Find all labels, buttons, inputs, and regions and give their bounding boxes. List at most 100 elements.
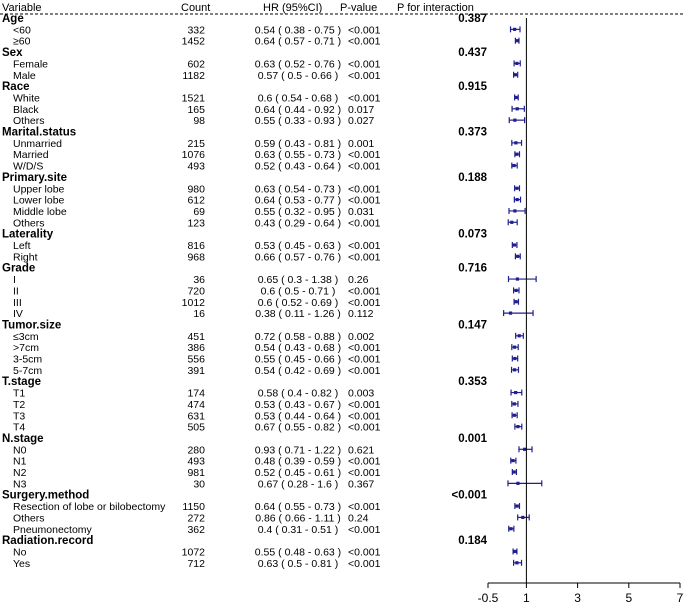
p-interaction-value: 0.915 bbox=[458, 81, 487, 93]
hr-point bbox=[512, 163, 516, 168]
row-p-value: <0.001 bbox=[348, 161, 381, 173]
ci-mark bbox=[514, 151, 521, 158]
row-hr-ci: 0.55 ( 0.45 - 0.66 ) bbox=[255, 354, 341, 366]
row-hr-ci: 0.65 ( 0.3 - 1.38 ) bbox=[258, 274, 339, 286]
ci-mark bbox=[507, 276, 537, 283]
ci-mark bbox=[510, 366, 520, 373]
table-row: N0 280 0.93 ( 0.71 - 1.22 ) 0.621 bbox=[13, 444, 374, 456]
ci-mark bbox=[517, 514, 530, 521]
row-label: II bbox=[13, 285, 19, 297]
table-row: 3-5cm 556 0.55 ( 0.45 - 0.66 ) <0.001 bbox=[13, 354, 381, 366]
row-hr-ci: 0.55 ( 0.48 - 0.63 ) bbox=[255, 546, 341, 558]
hr-point bbox=[515, 504, 519, 508]
ci-mark bbox=[511, 400, 519, 407]
row-label: I bbox=[13, 274, 16, 286]
group-1: Sex 0.437 Female 602 0.63 ( 0.52 - 0.76 ) <0.… bbox=[2, 47, 487, 82]
ci-mark bbox=[518, 446, 533, 453]
hr-point bbox=[523, 447, 527, 451]
row-count: 816 bbox=[187, 240, 205, 252]
ci-mark bbox=[512, 287, 520, 294]
table-row: Male 1182 0.57 ( 0.5 - 0.66 ) <0.001 bbox=[13, 70, 381, 82]
row-count: 493 bbox=[187, 456, 205, 468]
hr-point bbox=[511, 459, 515, 463]
row-hr-ci: 0.6 ( 0.54 - 0.68 ) bbox=[258, 92, 339, 104]
row-label: >7cm bbox=[13, 342, 39, 354]
row-label: No bbox=[13, 546, 27, 558]
row-label: N1 bbox=[13, 456, 27, 468]
ci-mark bbox=[512, 559, 523, 566]
p-interaction-value: 0.188 bbox=[458, 172, 487, 184]
ci-mark bbox=[511, 412, 518, 419]
row-label: Others bbox=[13, 512, 45, 524]
table-row: W/D/S 493 0.52 ( 0.43 - 0.64 ) <0.001 bbox=[13, 161, 381, 173]
row-count: 1182 bbox=[182, 70, 205, 82]
row-p-value: <0.001 bbox=[348, 342, 381, 354]
row-label: III bbox=[13, 297, 22, 309]
row-hr-ci: 0.93 ( 0.71 - 1.22 ) bbox=[255, 444, 341, 456]
ci-mark bbox=[513, 60, 521, 67]
row-count: 165 bbox=[187, 104, 205, 116]
hr-point bbox=[514, 95, 518, 100]
ci-mark bbox=[510, 457, 517, 464]
table-row: Upper lobe 980 0.63 ( 0.54 - 0.73 ) <0.001 bbox=[13, 183, 381, 195]
row-count: 712 bbox=[187, 558, 205, 570]
table-row: N3 30 0.67 ( 0.28 - 1.6 ) 0.367 bbox=[13, 478, 374, 490]
row-hr-ci: 0.66 ( 0.57 - 0.76 ) bbox=[255, 251, 341, 263]
row-p-value: 0.26 bbox=[348, 274, 369, 286]
p-interaction-value: 0.387 bbox=[458, 13, 487, 25]
x-tick-label: 3 bbox=[574, 591, 581, 605]
row-count: 612 bbox=[187, 195, 205, 207]
hr-point bbox=[513, 27, 517, 31]
hr-point bbox=[514, 300, 518, 304]
p-interaction-value: 0.373 bbox=[458, 127, 487, 139]
row-count: 1012 bbox=[182, 297, 206, 309]
x-tick-label: 5 bbox=[625, 591, 632, 605]
hr-point bbox=[513, 118, 517, 122]
row-count: 123 bbox=[187, 217, 205, 229]
ci-mark bbox=[508, 207, 526, 214]
row-p-value: <0.001 bbox=[348, 251, 381, 263]
table-row: ≤3cm 451 0.72 ( 0.58 - 0.88 ) 0.002 bbox=[13, 331, 374, 343]
row-label: T2 bbox=[13, 399, 25, 411]
row-label: N3 bbox=[13, 478, 27, 490]
row-p-value: <0.001 bbox=[348, 58, 381, 70]
p-interaction-value: 0.184 bbox=[458, 535, 487, 547]
row-hr-ci: 0.54 ( 0.38 - 0.75 ) bbox=[255, 24, 341, 36]
x-axis: -0.5 1 3 5 7 bbox=[478, 18, 684, 605]
table-row: T4 505 0.67 ( 0.55 - 0.82 ) <0.001 bbox=[13, 422, 381, 434]
group-3: Marital.status 0.373 Unmarried 215 0.59 ( 0.… bbox=[2, 127, 487, 173]
row-p-value: 0.24 bbox=[348, 512, 369, 524]
table-body: Age 0.387 <60 332 0.54 ( 0.38 - 0.75 ) <0.001… bbox=[2, 13, 488, 570]
row-count: 1521 bbox=[182, 92, 206, 104]
row-count: 215 bbox=[187, 138, 205, 150]
row-hr-ci: 0.52 ( 0.45 - 0.61 ) bbox=[255, 467, 341, 479]
row-count: 391 bbox=[187, 365, 205, 377]
hr-point bbox=[513, 356, 517, 361]
table-row: N2 981 0.52 ( 0.45 - 0.61 ) <0.001 bbox=[13, 467, 381, 479]
row-label: Yes bbox=[13, 558, 30, 570]
row-count: 98 bbox=[193, 115, 205, 127]
hr-point bbox=[515, 107, 519, 111]
row-label: N2 bbox=[13, 467, 27, 479]
group-label: T.stage bbox=[2, 376, 41, 388]
row-hr-ci: 0.72 ( 0.58 - 0.88 ) bbox=[255, 331, 341, 343]
hr-point bbox=[516, 481, 520, 485]
hr-point bbox=[515, 277, 520, 281]
group-label: Marital.status bbox=[2, 127, 76, 139]
hr-point bbox=[517, 334, 521, 338]
table-row: Female 602 0.63 ( 0.52 - 0.76 ) <0.001 bbox=[13, 58, 381, 70]
group-4: Primary.site 0.188 Upper lobe 980 0.63 ( 0.5… bbox=[2, 172, 488, 229]
hr-point bbox=[512, 470, 516, 474]
row-p-value: 0.002 bbox=[348, 331, 374, 343]
ci-mark bbox=[514, 94, 519, 101]
header-p-interaction: P for interaction bbox=[397, 2, 474, 14]
ci-mark bbox=[508, 525, 515, 532]
row-label: N0 bbox=[13, 444, 27, 456]
row-label: W/D/S bbox=[13, 161, 43, 173]
ci-mark bbox=[515, 332, 524, 339]
row-count: 332 bbox=[187, 24, 205, 36]
group-8: T.stage 0.353 T1 174 0.58 ( 0.4 - 0.82 ) 0.00… bbox=[2, 376, 487, 433]
row-label: ≤3cm bbox=[13, 331, 39, 343]
row-count: 451 bbox=[187, 331, 205, 343]
row-label: 5-7cm bbox=[13, 365, 42, 377]
